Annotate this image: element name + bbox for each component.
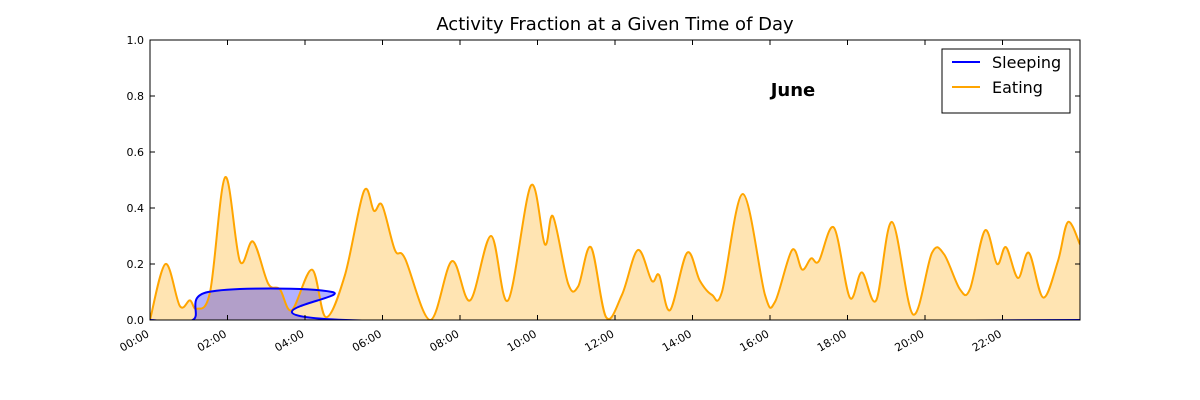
y-tick-label: 0.2 (127, 258, 145, 271)
x-tick-label: 14:00 (660, 327, 694, 354)
x-tick-label: 12:00 (583, 327, 617, 354)
x-tick-label: 02:00 (195, 327, 229, 354)
x-tick-label: 08:00 (428, 327, 462, 354)
x-tick-label: 04:00 (273, 327, 307, 354)
legend-label: Eating (992, 78, 1043, 97)
x-tick-label: 22:00 (970, 327, 1004, 354)
annotation: June (769, 80, 816, 101)
line (150, 287, 1080, 320)
y-tick-label: 0.8 (127, 90, 145, 103)
x-tick-label: 00:00 (118, 327, 152, 354)
y-tick-label: 0.0 (127, 314, 145, 327)
area-fill (150, 177, 1080, 320)
y-tick-label: 0.6 (127, 146, 145, 159)
y-tick-label: 0.4 (127, 202, 145, 215)
plot-area (150, 176, 1080, 320)
chart-title: Activity Fraction at a Given Time of Day (436, 14, 794, 35)
area-fill (150, 288, 1080, 320)
y-tick-label: 1.0 (127, 34, 145, 47)
x-tick-label: 16:00 (738, 327, 772, 354)
legend: Sleeping Eating (941, 48, 1071, 114)
x-tick-label: 10:00 (505, 327, 539, 354)
x-tick-label: 20:00 (893, 327, 927, 354)
legend-label: Sleeping (992, 53, 1061, 72)
x-tick-label: 18:00 (815, 327, 849, 354)
x-tick-label: 06:00 (350, 327, 384, 354)
legend-box (941, 48, 1071, 114)
